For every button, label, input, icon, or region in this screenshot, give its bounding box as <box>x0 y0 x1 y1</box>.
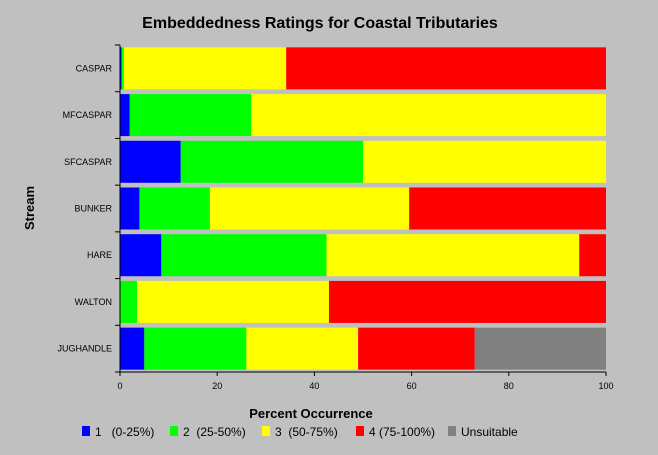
legend-swatch <box>448 426 456 436</box>
legend-swatch <box>356 426 364 436</box>
bar-sfcaspar-series-2 <box>180 140 363 183</box>
legend-label: 1 (0-25%) <box>95 425 154 439</box>
legend: 1 (0-25%) 2 (25-50%) 3 (50-75%) 4 (75-100%)… <box>82 425 518 439</box>
x-axis-title: Percent Occurrence <box>249 406 373 421</box>
legend-label: 4 (75-100%) <box>369 425 435 439</box>
bar-mfcaspar-series-3 <box>251 94 606 137</box>
bar-jughandle-series-5 <box>474 327 606 370</box>
bar-walton-series-4 <box>328 280 606 323</box>
bar-mfcaspar-series-2 <box>129 94 252 137</box>
x-tick-label: 40 <box>309 381 319 391</box>
bar-jughandle-series-2 <box>144 327 247 370</box>
bar-jughandle-series-3 <box>246 327 359 370</box>
legend-swatch <box>262 426 270 436</box>
x-tick-label: 20 <box>212 381 222 391</box>
bar-caspar-series-4 <box>286 47 606 90</box>
bar-bunker-series-1 <box>120 187 140 230</box>
bar-bunker-series-4 <box>409 187 606 230</box>
bars-group <box>120 47 606 370</box>
legend-label: 2 (25-50%) <box>183 425 246 439</box>
bar-caspar-series-2 <box>121 47 124 90</box>
chart-title: Embeddedness Ratings for Coastal Tributa… <box>142 15 498 32</box>
legend-swatch <box>82 426 90 436</box>
category-label: WALTON <box>75 297 112 307</box>
x-ticks: 0 20 40 60 80 100 <box>117 372 614 391</box>
x-tick-label: 0 <box>117 381 122 391</box>
category-label: MFCASPAR <box>63 110 113 120</box>
bar-caspar-series-1 <box>120 47 122 90</box>
bar-jughandle-series-4 <box>358 327 475 370</box>
bar-walton-series-3 <box>137 280 329 323</box>
legend-label: 3 (50-75%) <box>275 425 338 439</box>
category-labels: CASPAR MFCASPAR SFCASPAR BUNKER HARE WALTON JU… <box>57 63 112 353</box>
bar-hare-series-2 <box>161 234 327 277</box>
category-label: HARE <box>87 250 112 260</box>
bar-mfcaspar-series-1 <box>120 94 130 137</box>
bar-hare-series-1 <box>120 234 162 277</box>
bar-sfcaspar-series-3 <box>363 140 606 183</box>
category-label: JUGHANDLE <box>57 344 112 354</box>
legend-swatch <box>170 426 178 436</box>
x-tick-label: 80 <box>504 381 514 391</box>
category-label: BUNKER <box>74 204 112 214</box>
bar-bunker-series-3 <box>209 187 410 230</box>
category-label: CASPAR <box>76 63 113 73</box>
x-tick-label: 100 <box>598 381 613 391</box>
category-label: SFCASPAR <box>64 157 112 167</box>
bar-hare-series-3 <box>326 234 580 277</box>
bar-walton-series-2 <box>120 280 138 323</box>
bar-caspar-series-3 <box>123 47 287 90</box>
y-axis-title: Stream <box>22 186 37 230</box>
axes-group <box>115 44 606 373</box>
x-tick-label: 60 <box>407 381 417 391</box>
bar-bunker-series-2 <box>139 187 210 230</box>
legend-label: Unsuitable <box>461 425 518 439</box>
bar-hare-series-4 <box>579 234 606 277</box>
bar-jughandle-series-1 <box>120 327 145 370</box>
bar-sfcaspar-series-1 <box>120 140 181 183</box>
